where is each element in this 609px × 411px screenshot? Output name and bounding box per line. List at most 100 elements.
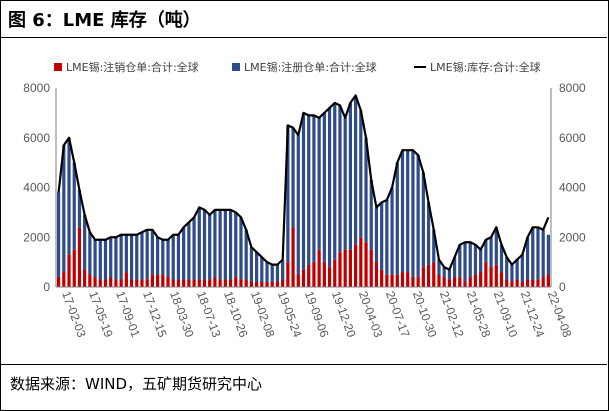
right-y-tick-label: 6000 (559, 131, 586, 145)
registered-warrant-bar (473, 244, 478, 275)
x-tick-label: 17-09-01 (113, 289, 143, 339)
cancelled-warrant-bar (72, 249, 76, 287)
registered-warrant-bar (400, 150, 405, 273)
cancelled-warrant-bar (166, 277, 170, 287)
cancelled-warrant-bar (520, 282, 524, 287)
registered-warrant-bar (432, 229, 436, 263)
cancelled-warrant-bar (88, 274, 92, 287)
registered-warrant-bar (275, 264, 280, 283)
x-tick-label: 20-10-30 (410, 289, 440, 339)
registered-warrant-bar (416, 155, 420, 278)
legend-swatch (232, 63, 240, 71)
cancelled-warrant-bar (364, 242, 368, 287)
left-y-tick-label: 8000 (23, 81, 50, 95)
cancelled-warrant-bar (416, 277, 420, 287)
cancelled-warrant-bar (182, 279, 186, 287)
registered-warrant-bar (452, 257, 457, 278)
registered-warrant-bar (140, 232, 144, 280)
registered-warrant-bar (395, 162, 399, 275)
registered-warrant-bar (103, 239, 108, 280)
right-y-tick-label: 2000 (559, 230, 586, 244)
cancelled-warrant-bar (458, 277, 462, 287)
x-tick-label: 20-04-03 (356, 289, 386, 339)
registered-warrant-bar (291, 127, 295, 228)
cancelled-warrant-bar (223, 279, 227, 287)
registered-warrant-bar (197, 207, 201, 280)
registered-warrant-bar (447, 269, 452, 280)
registered-warrant-bar (359, 110, 363, 238)
registered-warrant-bar (541, 229, 545, 278)
cancelled-warrant-bar (301, 269, 306, 287)
figure-title: 图 6：LME 库存（吨） (8, 10, 201, 31)
cancelled-warrant-bar (515, 279, 519, 287)
registered-warrant-bar (83, 214, 87, 270)
registered-warrant-bar (515, 259, 519, 280)
registered-warrant-bar (348, 102, 353, 250)
cancelled-warrant-bar (202, 279, 207, 287)
registered-warrant-bar (223, 209, 227, 280)
x-tick-label: 19-09-06 (302, 289, 332, 339)
registered-warrant-bar (426, 202, 431, 265)
registered-warrant-bar (218, 209, 222, 280)
registered-warrant-bar (312, 115, 316, 263)
registered-warrant-bar (484, 239, 488, 263)
right-y-tick-label: 0 (559, 280, 566, 294)
registered-warrant-bar (145, 229, 149, 280)
cancelled-warrant-bar (67, 254, 71, 287)
cancelled-warrant-bar (390, 274, 394, 287)
registered-warrant-bar (67, 137, 71, 255)
registered-warrant-bar (406, 150, 410, 273)
source-note: 数据来源：WIND，五矿期货研究中心 (10, 375, 263, 393)
x-tick-label: 20-07-17 (383, 289, 413, 339)
cancelled-warrant-bar (265, 282, 269, 287)
registered-warrant-bar (411, 150, 415, 278)
cancelled-warrant-bar (353, 244, 358, 287)
cancelled-warrant-bar (369, 249, 373, 287)
cancelled-warrant-bar (228, 279, 233, 287)
cancelled-warrant-bar (437, 274, 441, 287)
legend-label: LME锡:注册仓单:合计:全球 (244, 60, 377, 74)
registered-warrant-bar (525, 237, 530, 280)
cancelled-warrant-bar (109, 277, 113, 287)
registered-warrant-bar (171, 234, 175, 280)
x-tick-label: 19-12-20 (329, 289, 359, 339)
cancelled-warrant-bar (161, 274, 165, 287)
cancelled-warrant-bar (505, 279, 509, 287)
right-y-tick-label: 8000 (559, 81, 586, 95)
cancelled-warrant-bar (119, 279, 123, 287)
x-tick-label: 21-05-28 (464, 289, 494, 339)
registered-warrant-bar (150, 229, 155, 275)
x-tick-label: 21-02-12 (437, 289, 467, 339)
cancelled-warrant-bar (333, 259, 337, 287)
cancelled-warrant-bar (93, 277, 97, 287)
cancelled-warrant-bar (348, 249, 353, 287)
cancelled-warrant-bar (270, 282, 274, 287)
cancelled-warrant-bar (135, 279, 139, 287)
registered-warrant-bar (286, 125, 290, 263)
right-y-tick-label: 4000 (559, 181, 586, 195)
x-tick-label: 18-07-13 (194, 289, 224, 339)
registered-warrant-bar (202, 209, 207, 280)
cancelled-warrant-bar (213, 277, 217, 287)
cancelled-warrant-bar (291, 227, 295, 287)
cancelled-warrant-bar (473, 274, 478, 287)
cancelled-warrant-bar (103, 279, 108, 287)
cancelled-warrant-bar (468, 277, 472, 287)
cancelled-warrant-bar (150, 274, 155, 287)
cancelled-warrant-bar (343, 249, 347, 287)
cancelled-warrant-bar (244, 279, 248, 287)
cancelled-warrant-bar (83, 269, 87, 287)
left-y-tick-label: 2000 (23, 230, 50, 244)
registered-warrant-bar (364, 137, 368, 243)
cancelled-warrant-bar (452, 277, 457, 287)
cancelled-warrant-bar (525, 279, 530, 287)
cancelled-warrant-bar (327, 267, 332, 287)
legend-swatch (54, 63, 62, 71)
registered-warrant-bar (124, 234, 128, 273)
cancelled-warrant-bar (494, 264, 498, 287)
registered-warrant-bar (442, 267, 446, 278)
registered-warrant-bar (161, 239, 165, 275)
cancelled-warrant-bar (426, 264, 431, 287)
cancelled-warrant-bar (479, 272, 483, 287)
cancelled-warrant-bar (192, 279, 196, 287)
